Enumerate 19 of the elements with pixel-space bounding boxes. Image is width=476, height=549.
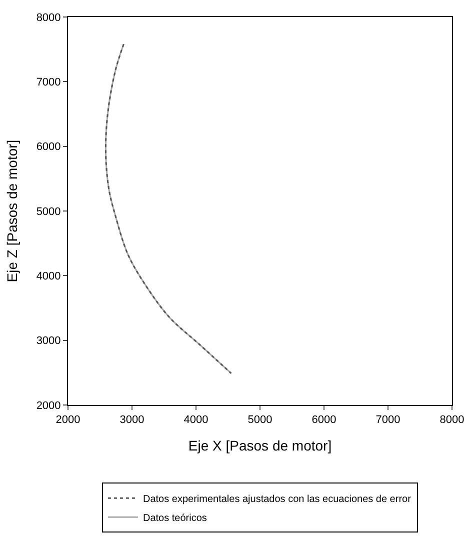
legend-label: Datos experimentales ajustados con las ecuaciones de error (143, 494, 412, 505)
line-series (104, 43, 232, 374)
x-tick-label: 4000 (184, 414, 208, 426)
y-tick-label: 7000 (36, 76, 61, 89)
y-tick-label: 5000 (36, 206, 61, 218)
y-tick-label: 2000 (36, 400, 61, 412)
x-axis-title: Eje X [Pasos de motor] (188, 438, 332, 454)
y-tick-label: 3000 (36, 335, 61, 348)
x-tick-label: 3000 (120, 414, 144, 426)
x-tick-label: 8000 (440, 414, 464, 426)
y-axis-title: Eje Z [Pasos de motor] (4, 140, 20, 282)
legend-label: Datos teóricos (143, 513, 207, 524)
x-tick-label: 5000 (248, 414, 272, 426)
y-tick-label: 8000 (36, 12, 61, 24)
y-tick-label: 4000 (36, 270, 61, 283)
x-tick-label: 2000 (56, 414, 80, 426)
y-tick-label: 6000 (36, 141, 61, 154)
x-tick-label: 7000 (376, 414, 400, 426)
x-tick-label: 6000 (312, 414, 336, 426)
